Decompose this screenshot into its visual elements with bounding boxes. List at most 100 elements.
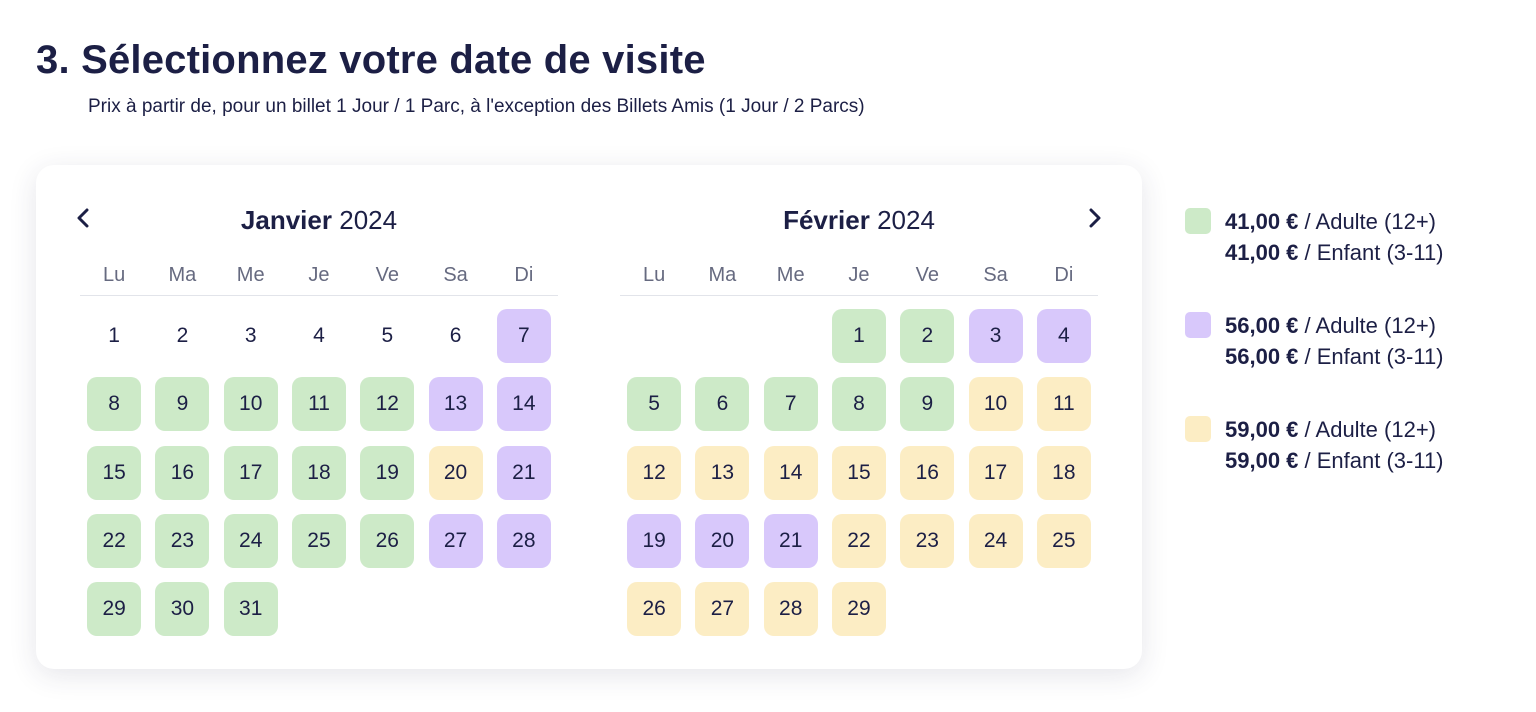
weekday-label: Ma [168,264,197,286]
day-cell[interactable]: 4 [1036,309,1091,364]
day-cell[interactable]: 9 [900,377,955,432]
day-cell[interactable]: 15 [87,445,142,500]
empty-day-cell [757,302,825,370]
day-cell[interactable]: 22 [831,514,886,569]
day-cell[interactable]: 14 [763,445,818,500]
day-cell[interactable]: 25 [1036,514,1091,569]
day-cell[interactable]: 5 [627,377,682,432]
day-cell[interactable]: 13 [428,377,483,432]
month-january: Janvier 2024 Lu Ma Me Je Ve Sa Di 1 2 3 4 5 6 7 8 9 10 1… [80,203,558,643]
day-cell: 3 [244,324,257,348]
day-cell[interactable]: 19 [627,514,682,569]
color-swatch-green [1185,208,1211,234]
month-year: 2024 [877,205,935,235]
day-cell[interactable]: 12 [360,377,415,432]
day-cell[interactable]: 3 [968,309,1023,364]
weekday-label: Sa [983,264,1008,286]
day-cell[interactable]: 18 [291,445,346,500]
next-month-button[interactable] [1080,203,1110,233]
day-cell[interactable]: 28 [496,514,551,569]
day-cell[interactable]: 10 [223,377,278,432]
day-cell[interactable]: 21 [496,445,551,500]
weekday-label: Me [236,264,265,286]
price-legend: 41,00 € / Adulte (12+) 41,00 € / Enfant … [1185,206,1525,518]
day-cell[interactable]: 27 [428,514,483,569]
weekday-label: Lu [643,264,666,286]
child-price: 56,00 € [1225,344,1299,369]
legend-item-yellow: 59,00 € / Adulte (12+) 59,00 € / Enfant … [1185,414,1525,518]
day-cell[interactable]: 11 [1036,377,1091,432]
day-cell[interactable]: 27 [695,582,750,637]
day-cell[interactable]: 9 [155,377,210,432]
day-cell[interactable]: 20 [428,445,483,500]
day-cell[interactable]: 23 [900,514,955,569]
day-cell[interactable]: 22 [87,514,142,569]
day-cell[interactable]: 7 [496,309,551,364]
day-cell: 4 [313,324,325,348]
day-cell[interactable]: 30 [155,582,210,637]
day-cell[interactable]: 16 [900,445,955,500]
month-title: Janvier 2024 [80,203,558,237]
day-cell[interactable]: 24 [223,514,278,569]
weekday-label: Di [514,264,534,286]
weekday-label: Me [776,264,805,286]
day-grid: 1 2 3 4 5 6 7 8 9 10 11 12 13 14 15 16 17 18 19 20 21 22 23 24 2… [620,302,1098,643]
day-cell[interactable]: 31 [223,582,278,637]
child-price-line: 56,00 € / Enfant (3-11) [1225,341,1444,372]
calendar-card: Janvier 2024 Lu Ma Me Je Ve Sa Di 1 2 3 4 5 6 7 8 9 10 1… [36,165,1142,669]
day-cell[interactable]: 1 [831,309,886,364]
day-cell[interactable]: 8 [87,377,142,432]
day-grid: 1 2 3 4 5 6 7 8 9 10 11 12 13 14 15 16 17 18 19 20 21 22 23 24 2… [80,302,558,643]
day-cell[interactable]: 19 [360,445,415,500]
day-cell[interactable]: 25 [291,514,346,569]
day-cell[interactable]: 23 [155,514,210,569]
day-cell[interactable]: 11 [291,377,346,432]
day-cell[interactable]: 7 [763,377,818,432]
day-cell[interactable]: 17 [223,445,278,500]
day-cell: 6 [449,324,462,348]
day-cell[interactable]: 26 [360,514,415,569]
weekday-label: Di [1054,264,1074,286]
day-cell[interactable]: 8 [831,377,886,432]
day-cell[interactable]: 15 [831,445,886,500]
month-year: 2024 [339,205,398,235]
adult-price-line: 56,00 € / Adulte (12+) [1225,310,1444,341]
child-price: 59,00 € [1225,448,1299,473]
day-cell[interactable]: 10 [968,377,1023,432]
weekday-label: Ve [915,264,939,286]
day-cell[interactable]: 21 [763,514,818,569]
previous-month-button[interactable] [68,203,98,233]
weekday-header: Lu Ma Me Je Ve Sa Di [620,261,1098,296]
adult-price-line: 41,00 € / Adulte (12+) [1225,206,1444,237]
day-cell[interactable]: 14 [496,377,551,432]
day-cell[interactable]: 18 [1036,445,1091,500]
chevron-left-icon [77,208,89,228]
child-price-line: 59,00 € / Enfant (3-11) [1225,445,1444,476]
day-cell[interactable]: 2 [900,309,955,364]
legend-item-green: 41,00 € / Adulte (12+) 41,00 € / Enfant … [1185,206,1525,310]
day-cell[interactable]: 17 [968,445,1023,500]
day-cell[interactable]: 29 [831,582,886,637]
day-cell[interactable]: 24 [968,514,1023,569]
adult-label: / Adulte (12+) [1298,209,1436,234]
weekday-label: Ma [708,264,737,286]
weekday-label: Je [848,264,870,286]
weekday-label: Sa [443,264,468,286]
day-cell[interactable]: 20 [695,514,750,569]
child-price: 41,00 € [1225,240,1299,265]
child-label: / Enfant (3-11) [1298,448,1444,473]
day-cell[interactable]: 16 [155,445,210,500]
empty-day-cell [688,302,756,370]
day-cell[interactable]: 28 [763,582,818,637]
child-price-line: 41,00 € / Enfant (3-11) [1225,237,1444,268]
chevron-right-icon [1089,208,1101,228]
month-name: Janvier [240,205,332,235]
day-cell[interactable]: 13 [695,445,750,500]
day-cell: 2 [176,324,189,348]
day-cell[interactable]: 29 [87,582,142,637]
weekday-header: Lu Ma Me Je Ve Sa Di [80,261,558,296]
day-cell[interactable]: 26 [627,582,682,637]
day-cell[interactable]: 12 [627,445,682,500]
day-cell[interactable]: 6 [695,377,750,432]
child-label: / Enfant (3-11) [1298,240,1444,265]
